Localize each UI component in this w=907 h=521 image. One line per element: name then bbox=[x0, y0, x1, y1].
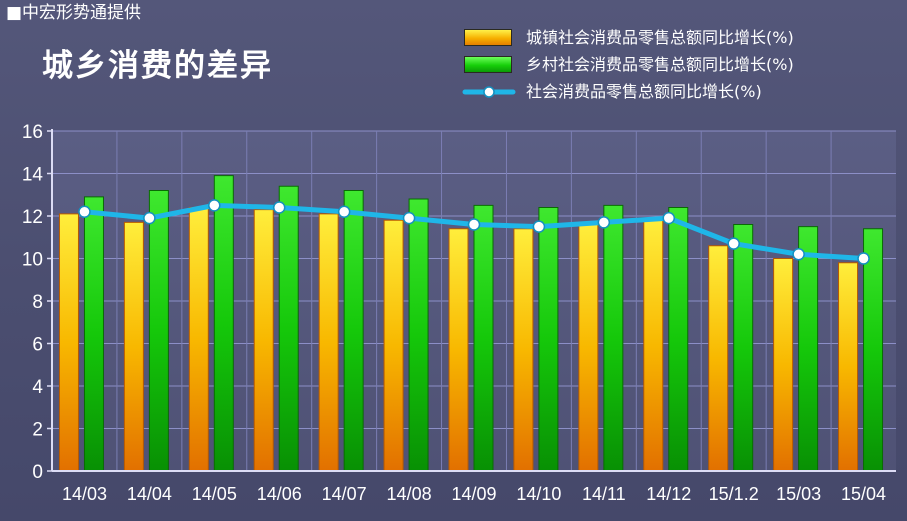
bar-urban bbox=[448, 228, 469, 472]
legend-label-urban: 城镇社会消费品零售总额同比增长(%) bbox=[526, 28, 794, 47]
bar-urban bbox=[578, 224, 599, 472]
x-tick-label: 15/03 bbox=[776, 484, 821, 504]
x-tick-label: 14/03 bbox=[62, 484, 107, 504]
bar-rural bbox=[343, 190, 364, 472]
bar-rural bbox=[148, 190, 169, 472]
y-tick-label: 10 bbox=[22, 250, 43, 271]
x-tick-label: 14/06 bbox=[257, 484, 302, 504]
legend-label-rural: 乡村社会消费品零售总额同比增长(%) bbox=[526, 55, 794, 74]
y-tick-label: 2 bbox=[32, 420, 43, 441]
point-total bbox=[467, 218, 481, 231]
bar-rural bbox=[473, 204, 494, 472]
bar-urban bbox=[383, 219, 404, 472]
x-tick-label: 14/07 bbox=[322, 484, 367, 504]
y-tick-label: 6 bbox=[32, 335, 43, 356]
y-tick-label: 14 bbox=[22, 165, 44, 186]
bar-urban bbox=[513, 228, 534, 472]
bar-urban bbox=[253, 209, 274, 472]
y-tick-label: 12 bbox=[22, 207, 43, 228]
bar-urban bbox=[318, 213, 339, 472]
x-tick-label: 14/09 bbox=[451, 484, 496, 504]
bar-rural bbox=[863, 228, 884, 472]
bar-urban bbox=[643, 219, 664, 472]
source-label: ■中宏形势通提供 bbox=[6, 3, 142, 23]
bar-rural bbox=[733, 224, 754, 472]
bar-urban bbox=[838, 262, 859, 472]
bar-rural bbox=[213, 175, 234, 472]
bar-urban bbox=[708, 245, 729, 472]
point-total bbox=[337, 205, 351, 218]
point-total bbox=[597, 216, 611, 229]
legend-label-total: 社会消费品零售总额同比增长(%) bbox=[526, 82, 762, 101]
x-tick-label: 14/08 bbox=[387, 484, 432, 504]
bar-rural bbox=[668, 207, 689, 472]
bar-rural bbox=[603, 204, 624, 472]
y-tick-label: 16 bbox=[22, 122, 43, 143]
x-tick-label: 15/1.2 bbox=[709, 484, 759, 504]
bar-rural bbox=[408, 198, 429, 472]
point-total bbox=[78, 205, 91, 218]
bar-rural bbox=[83, 196, 104, 472]
x-tick-label: 14/05 bbox=[192, 484, 237, 504]
y-tick-label: 0 bbox=[32, 462, 43, 483]
bar-rural bbox=[538, 207, 559, 472]
bar-urban bbox=[188, 207, 209, 472]
point-total bbox=[792, 248, 805, 261]
point-total bbox=[532, 220, 546, 233]
x-tick-label: 14/11 bbox=[582, 484, 626, 504]
bar-urban bbox=[58, 213, 79, 472]
legend-swatch-urban bbox=[464, 29, 512, 46]
point-total bbox=[143, 211, 156, 225]
point-total bbox=[662, 211, 676, 225]
x-tick-label: 14/12 bbox=[646, 484, 691, 504]
legend-swatch-total-line bbox=[462, 86, 516, 98]
chart-title: 城乡消费的差异 bbox=[42, 48, 273, 84]
y-tick-label: 8 bbox=[32, 292, 43, 313]
point-total bbox=[402, 211, 416, 225]
bar-urban bbox=[773, 258, 794, 472]
x-tick-label: 15/04 bbox=[841, 484, 886, 504]
y-tick-label: 4 bbox=[32, 377, 43, 398]
bar-rural bbox=[278, 185, 299, 472]
point-total bbox=[857, 252, 870, 265]
legend-swatch-rural bbox=[464, 56, 512, 73]
point-total bbox=[727, 237, 740, 250]
x-tick-label: 14/10 bbox=[516, 484, 561, 504]
bar-rural bbox=[798, 226, 819, 472]
x-tick-label: 14/04 bbox=[127, 484, 172, 504]
point-total bbox=[208, 199, 221, 212]
bar-urban bbox=[123, 221, 144, 472]
point-total bbox=[272, 201, 286, 214]
